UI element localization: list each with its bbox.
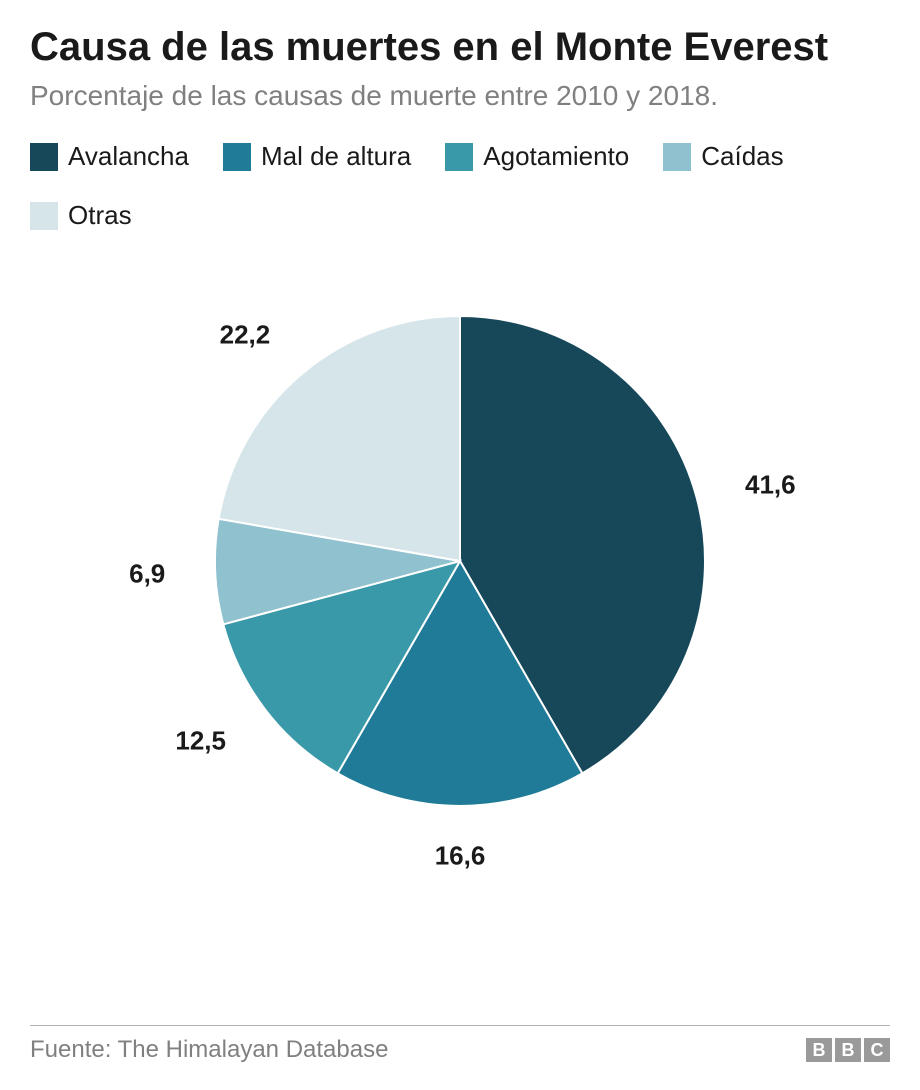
legend-swatch bbox=[445, 143, 473, 171]
bbc-logo-letter: B bbox=[835, 1038, 861, 1062]
pie-slice-label: 12,5 bbox=[175, 725, 226, 756]
legend-label: Otras bbox=[68, 200, 132, 231]
legend: Avalancha Mal de altura Agotamiento Caídas O… bbox=[30, 141, 890, 231]
legend-item: Otras bbox=[30, 200, 132, 231]
legend-label: Agotamiento bbox=[483, 141, 629, 172]
pie-slice-label: 6,9 bbox=[129, 558, 165, 589]
footer: Fuente: The Himalayan Database BBC bbox=[30, 1025, 890, 1064]
legend-swatch bbox=[30, 202, 58, 230]
pie-slice-label: 22,2 bbox=[220, 320, 271, 351]
pie-slice bbox=[219, 316, 460, 561]
bbc-logo-letter: C bbox=[864, 1038, 890, 1062]
legend-item: Mal de altura bbox=[223, 141, 411, 172]
source-text: Fuente: The Himalayan Database bbox=[30, 1036, 388, 1064]
legend-item: Caídas bbox=[663, 141, 783, 172]
chart-title: Causa de las muertes en el Monte Everest bbox=[30, 24, 890, 70]
legend-label: Caídas bbox=[701, 141, 783, 172]
legend-label: Mal de altura bbox=[261, 141, 411, 172]
bbc-logo-letter: B bbox=[806, 1038, 832, 1062]
chart-subtitle: Porcentaje de las causas de muerte entre… bbox=[30, 78, 890, 113]
pie-chart: 41,6 16,6 12,5 6,9 22,2 bbox=[30, 251, 890, 871]
bbc-logo: BBC bbox=[806, 1038, 890, 1062]
legend-swatch bbox=[663, 143, 691, 171]
footer-rule bbox=[30, 1025, 890, 1026]
pie-slice-label: 16,6 bbox=[435, 841, 486, 872]
legend-item: Avalancha bbox=[30, 141, 189, 172]
legend-swatch bbox=[30, 143, 58, 171]
legend-swatch bbox=[223, 143, 251, 171]
pie-slice-label: 41,6 bbox=[745, 469, 796, 500]
legend-label: Avalancha bbox=[68, 141, 189, 172]
legend-item: Agotamiento bbox=[445, 141, 629, 172]
